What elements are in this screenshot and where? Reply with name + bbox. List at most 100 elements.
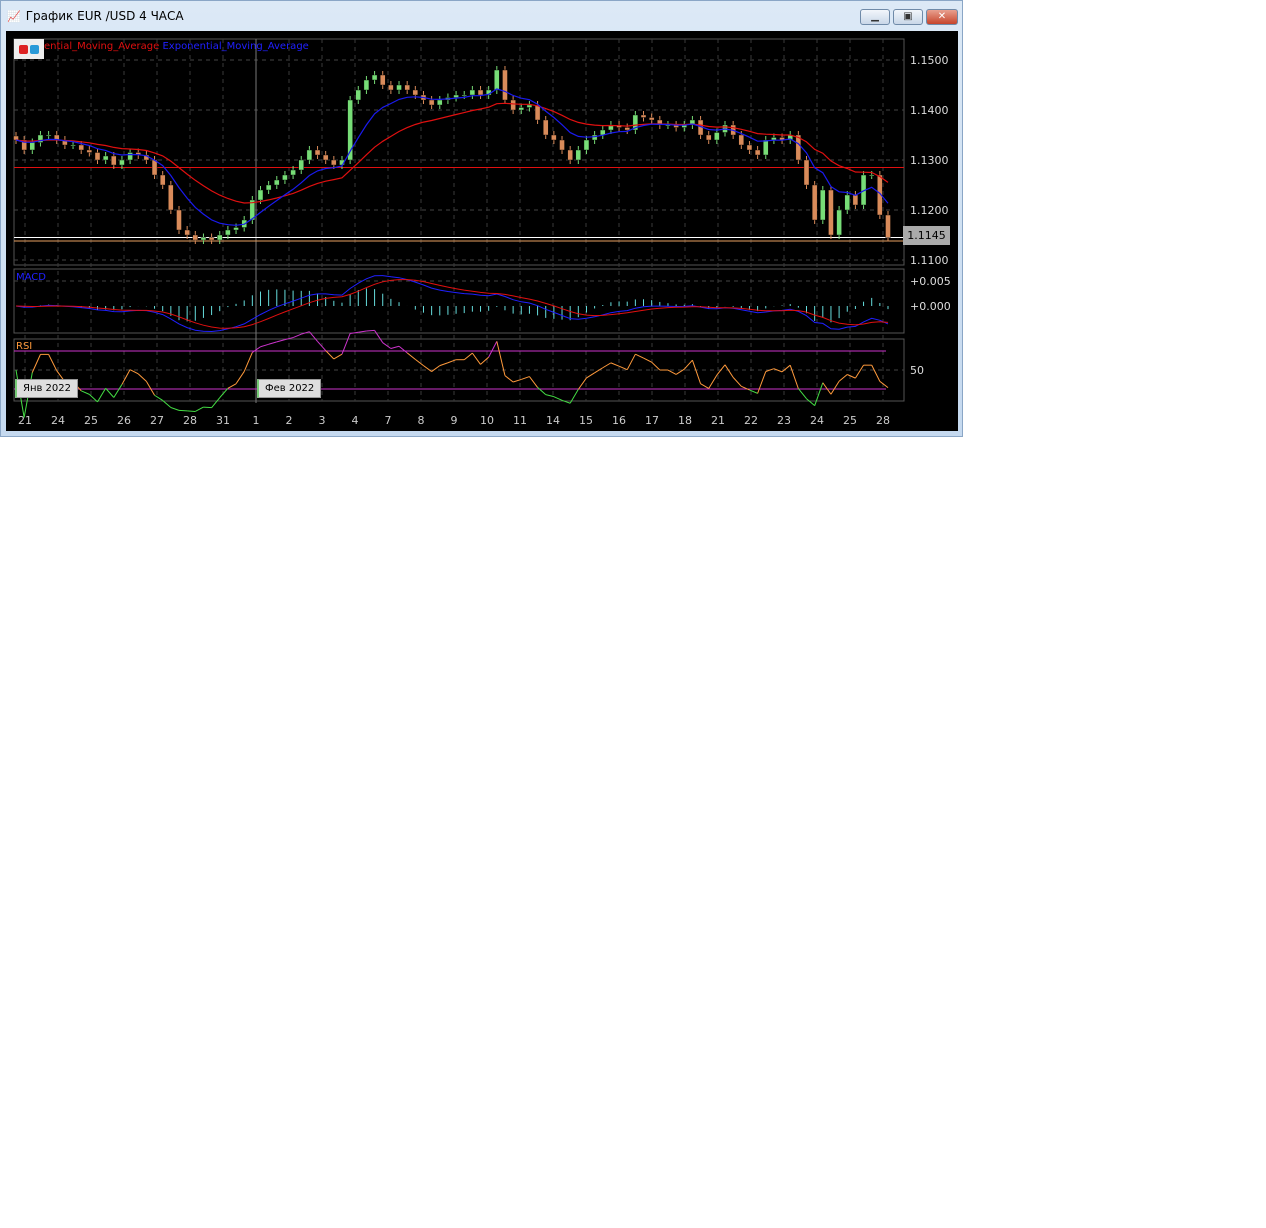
candle-body bbox=[469, 89, 476, 96]
candle-body bbox=[86, 149, 93, 153]
rsi-line-segment bbox=[252, 346, 261, 353]
candle-body bbox=[78, 144, 84, 151]
macd-tick-label: +0.000 bbox=[910, 300, 951, 313]
macd-tick-label: +0.005 bbox=[910, 275, 951, 288]
candle-body bbox=[869, 174, 875, 177]
rsi-line-segment bbox=[260, 343, 269, 348]
rsi-line-segment bbox=[463, 352, 473, 361]
candle-body bbox=[45, 134, 52, 137]
candle-body bbox=[176, 209, 182, 231]
rsi-line-segment bbox=[154, 394, 163, 401]
candle-body bbox=[159, 174, 166, 186]
rsi-line-segment bbox=[341, 333, 351, 355]
time-tick-label: 15 bbox=[579, 414, 593, 427]
rsi-line-segment bbox=[521, 376, 530, 380]
last-price-label: 1.1145 bbox=[903, 226, 950, 245]
rsi-line-segment bbox=[398, 345, 408, 354]
rsi-line-segment bbox=[162, 400, 172, 408]
price-tick-label: 1.1100 bbox=[910, 254, 949, 267]
time-tick-label: 11 bbox=[513, 414, 527, 427]
rsi-line-segment bbox=[308, 331, 318, 342]
rsi-line-segment bbox=[187, 410, 196, 412]
candle-body bbox=[795, 134, 802, 161]
price-tick-label: 1.1300 bbox=[910, 154, 949, 167]
macd-label: MACD bbox=[16, 272, 46, 283]
rsi-line-segment bbox=[716, 364, 726, 376]
candle-body bbox=[543, 119, 549, 136]
candle-body bbox=[208, 237, 215, 241]
rsi-line-segment bbox=[488, 341, 498, 358]
rsi-line-segment bbox=[105, 387, 115, 398]
rsi-line-segment bbox=[749, 389, 758, 394]
candle-body bbox=[127, 152, 133, 161]
candle-body bbox=[412, 89, 419, 96]
time-tick-label: 23 bbox=[777, 414, 791, 427]
rsi-line-segment bbox=[610, 362, 620, 367]
candle-body bbox=[844, 194, 850, 211]
rsi-line-segment bbox=[333, 353, 343, 360]
macd-signal-line bbox=[15, 279, 889, 329]
rsi-line-segment bbox=[447, 359, 457, 364]
time-tick-label: 21 bbox=[711, 414, 725, 427]
candle-body bbox=[314, 149, 321, 156]
blue-square-icon bbox=[30, 44, 39, 54]
candle-body bbox=[820, 189, 826, 221]
candle-body bbox=[355, 89, 361, 101]
rsi-line-segment bbox=[113, 384, 123, 398]
candle-body bbox=[763, 139, 769, 156]
candle-body bbox=[526, 104, 533, 108]
candle-body bbox=[102, 155, 109, 161]
rsi-line-segment bbox=[871, 364, 881, 382]
time-tick-label: 16 bbox=[612, 414, 626, 427]
indicator-toggle[interactable] bbox=[14, 39, 44, 59]
time-tick-label: 1 bbox=[253, 414, 260, 427]
ema-fast-line bbox=[15, 88, 889, 226]
time-tick-label: 4 bbox=[352, 414, 359, 427]
rsi-line-segment bbox=[683, 359, 693, 370]
candle-body bbox=[233, 227, 239, 231]
rsi-line-segment bbox=[561, 399, 571, 404]
rsi-line-segment bbox=[854, 364, 864, 379]
minimize-button[interactable]: ▁ bbox=[860, 9, 890, 25]
candle-body bbox=[575, 149, 582, 161]
time-tick-label: 17 bbox=[645, 414, 659, 427]
rsi-line-segment bbox=[137, 373, 147, 382]
candle-body bbox=[94, 152, 101, 161]
price-tick-label: 1.1400 bbox=[910, 104, 949, 117]
candle-body bbox=[371, 74, 378, 81]
rsi-line-segment bbox=[121, 369, 131, 385]
month-tag-jan: Янв 2022 bbox=[15, 379, 79, 398]
candle-body bbox=[559, 139, 565, 151]
candle-body bbox=[21, 139, 27, 151]
candle-body bbox=[828, 189, 834, 236]
candle-body bbox=[322, 154, 329, 161]
time-tick-label: 7 bbox=[385, 414, 392, 427]
time-tick-label: 25 bbox=[84, 414, 98, 427]
candle-body bbox=[885, 214, 891, 238]
macd-line bbox=[15, 275, 889, 333]
candle-body bbox=[282, 174, 288, 181]
rsi-line-segment bbox=[732, 377, 742, 387]
rsi-line-segment bbox=[203, 406, 212, 409]
candle-body bbox=[290, 169, 296, 176]
rsi-line-segment bbox=[382, 342, 392, 349]
rsi-line-segment bbox=[577, 377, 587, 390]
rsi-line-segment bbox=[537, 387, 547, 396]
chart-area[interactable]: 1.1500 1.1400 1.1300 1.1200 1.1100 21 24 25 26 27… bbox=[6, 31, 958, 431]
rsi-line-segment bbox=[691, 360, 702, 384]
rsi-line-segment bbox=[741, 385, 750, 391]
chart-app-icon: 📈 bbox=[7, 9, 21, 23]
maximize-button[interactable]: ▣ bbox=[893, 9, 923, 25]
candle-body bbox=[306, 149, 313, 161]
time-tick-label: 24 bbox=[51, 414, 65, 427]
close-button[interactable]: ✕ bbox=[926, 9, 958, 25]
rsi-line-segment bbox=[700, 383, 709, 389]
rsi-line-segment bbox=[675, 368, 685, 375]
rsi-line-segment bbox=[284, 337, 294, 341]
rsi-line-segment bbox=[626, 353, 636, 370]
time-tick-label: 24 bbox=[810, 414, 824, 427]
rsi-line-segment bbox=[765, 368, 775, 373]
time-tick-label: 28 bbox=[183, 414, 197, 427]
candle-body bbox=[477, 89, 484, 96]
